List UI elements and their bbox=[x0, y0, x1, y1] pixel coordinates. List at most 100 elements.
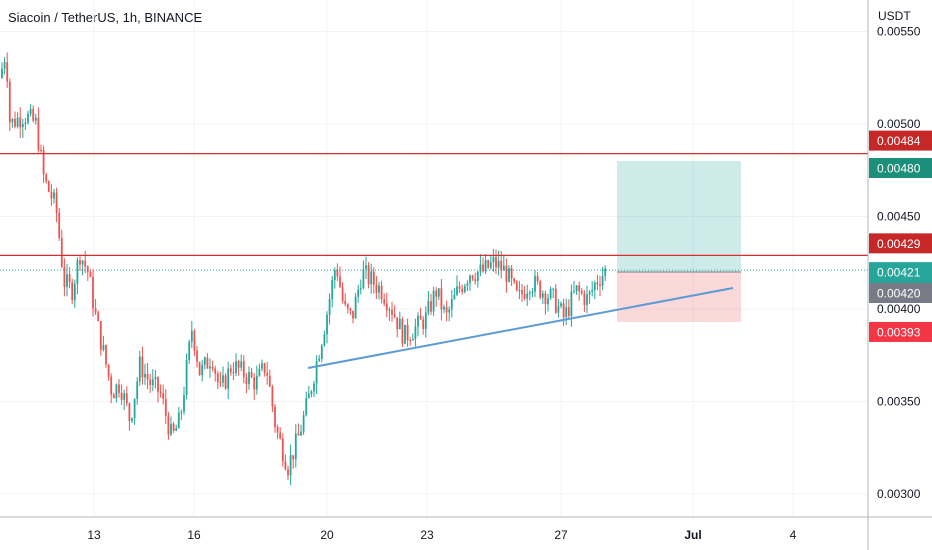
price-labels: 0.004840.004800.004290.0042131:150.00420… bbox=[869, 130, 932, 342]
candle-body bbox=[131, 418, 133, 421]
candle-body bbox=[474, 279, 477, 281]
candle-body bbox=[120, 392, 123, 400]
candle-body bbox=[235, 361, 237, 374]
candle-body bbox=[450, 299, 453, 310]
candle-body bbox=[305, 398, 308, 415]
candle-body bbox=[591, 289, 594, 292]
candle-body bbox=[318, 358, 321, 362]
candle-body bbox=[146, 373, 149, 380]
entry-price-label-bg bbox=[869, 283, 932, 303]
candle-body bbox=[463, 285, 466, 292]
candle-body bbox=[331, 280, 334, 300]
candle-body bbox=[297, 433, 300, 436]
candle-body bbox=[497, 260, 500, 268]
candle-body bbox=[391, 309, 393, 315]
candle-body bbox=[417, 315, 419, 327]
candle-body bbox=[565, 307, 568, 318]
candle-body bbox=[476, 271, 479, 281]
candle-body bbox=[359, 288, 362, 290]
candle-body bbox=[209, 366, 211, 369]
candle-body bbox=[479, 264, 482, 272]
candle-body bbox=[557, 306, 560, 313]
candle-body bbox=[167, 415, 170, 435]
candle-body bbox=[73, 283, 76, 301]
candle-body bbox=[500, 260, 503, 271]
candle-body bbox=[138, 356, 141, 382]
candle-body bbox=[604, 268, 607, 277]
candle-body bbox=[570, 291, 573, 317]
candle-body bbox=[370, 271, 373, 285]
x-tick-label: 13 bbox=[87, 528, 101, 542]
candle-body bbox=[583, 293, 586, 305]
candle-body bbox=[164, 399, 167, 416]
candle-body bbox=[398, 318, 401, 330]
loss-zone bbox=[617, 272, 741, 322]
candle-body bbox=[40, 149, 42, 151]
candle-body bbox=[437, 288, 440, 297]
candle-body bbox=[521, 289, 523, 295]
candle-body bbox=[541, 293, 544, 298]
annotation-lines bbox=[0, 152, 868, 369]
x-tick-label: 27 bbox=[554, 528, 568, 542]
candle-body bbox=[211, 366, 214, 369]
candle-body bbox=[406, 324, 409, 341]
candle-body bbox=[385, 303, 388, 311]
candle-body bbox=[588, 291, 591, 295]
candle-body bbox=[45, 174, 48, 182]
candle-body bbox=[526, 293, 529, 299]
candle-body bbox=[32, 109, 35, 121]
candle-body bbox=[492, 256, 495, 263]
candle-body bbox=[380, 285, 383, 300]
x-tick-label: 20 bbox=[320, 528, 334, 542]
candle-body bbox=[271, 386, 274, 407]
candle-body bbox=[573, 291, 575, 293]
candle-body bbox=[401, 318, 404, 344]
candle-body bbox=[539, 281, 542, 298]
candle-body bbox=[372, 271, 375, 285]
candle-body bbox=[531, 291, 534, 293]
candle-body bbox=[266, 372, 269, 376]
candle-body bbox=[76, 260, 79, 284]
candle-body bbox=[333, 270, 336, 281]
candle-body bbox=[411, 339, 414, 341]
candle-body bbox=[110, 376, 113, 395]
candle-body bbox=[599, 284, 601, 286]
candle-body bbox=[320, 345, 323, 359]
candle-body bbox=[258, 368, 261, 376]
x-tick-label: 23 bbox=[420, 528, 434, 542]
y-tick-label: 0.00400 bbox=[877, 302, 921, 316]
candle-body bbox=[596, 282, 599, 285]
candle-body bbox=[419, 315, 422, 320]
candle-body bbox=[214, 368, 217, 374]
candle-body bbox=[261, 363, 263, 369]
candle-body bbox=[125, 393, 128, 404]
candle-body bbox=[242, 361, 245, 378]
candle-body bbox=[14, 118, 16, 127]
candle-body bbox=[193, 330, 196, 351]
candle-body bbox=[378, 285, 380, 293]
candle-body bbox=[547, 298, 549, 305]
candle-body bbox=[255, 375, 258, 390]
candle-body bbox=[268, 375, 271, 387]
candle-body bbox=[190, 330, 193, 342]
candle-body bbox=[424, 312, 427, 330]
candle-body bbox=[55, 192, 58, 213]
y-tick-label: 0.00550 bbox=[877, 25, 921, 39]
candle-body bbox=[105, 345, 107, 365]
candle-body bbox=[240, 361, 243, 368]
candle-body bbox=[448, 309, 451, 313]
candle-body bbox=[432, 290, 435, 312]
candle-body bbox=[21, 123, 24, 128]
x-tick-label: Jul bbox=[684, 528, 701, 542]
candle-body bbox=[34, 117, 37, 121]
candle-body bbox=[536, 276, 539, 282]
candle-body bbox=[560, 303, 562, 307]
resistance-upper-label-bg bbox=[869, 130, 932, 151]
candle-body bbox=[19, 117, 22, 128]
candle-body bbox=[466, 283, 469, 286]
candle-body bbox=[58, 212, 61, 238]
candle-body bbox=[151, 379, 154, 386]
target-price-label-bg bbox=[869, 158, 932, 178]
candle-body bbox=[133, 398, 136, 419]
